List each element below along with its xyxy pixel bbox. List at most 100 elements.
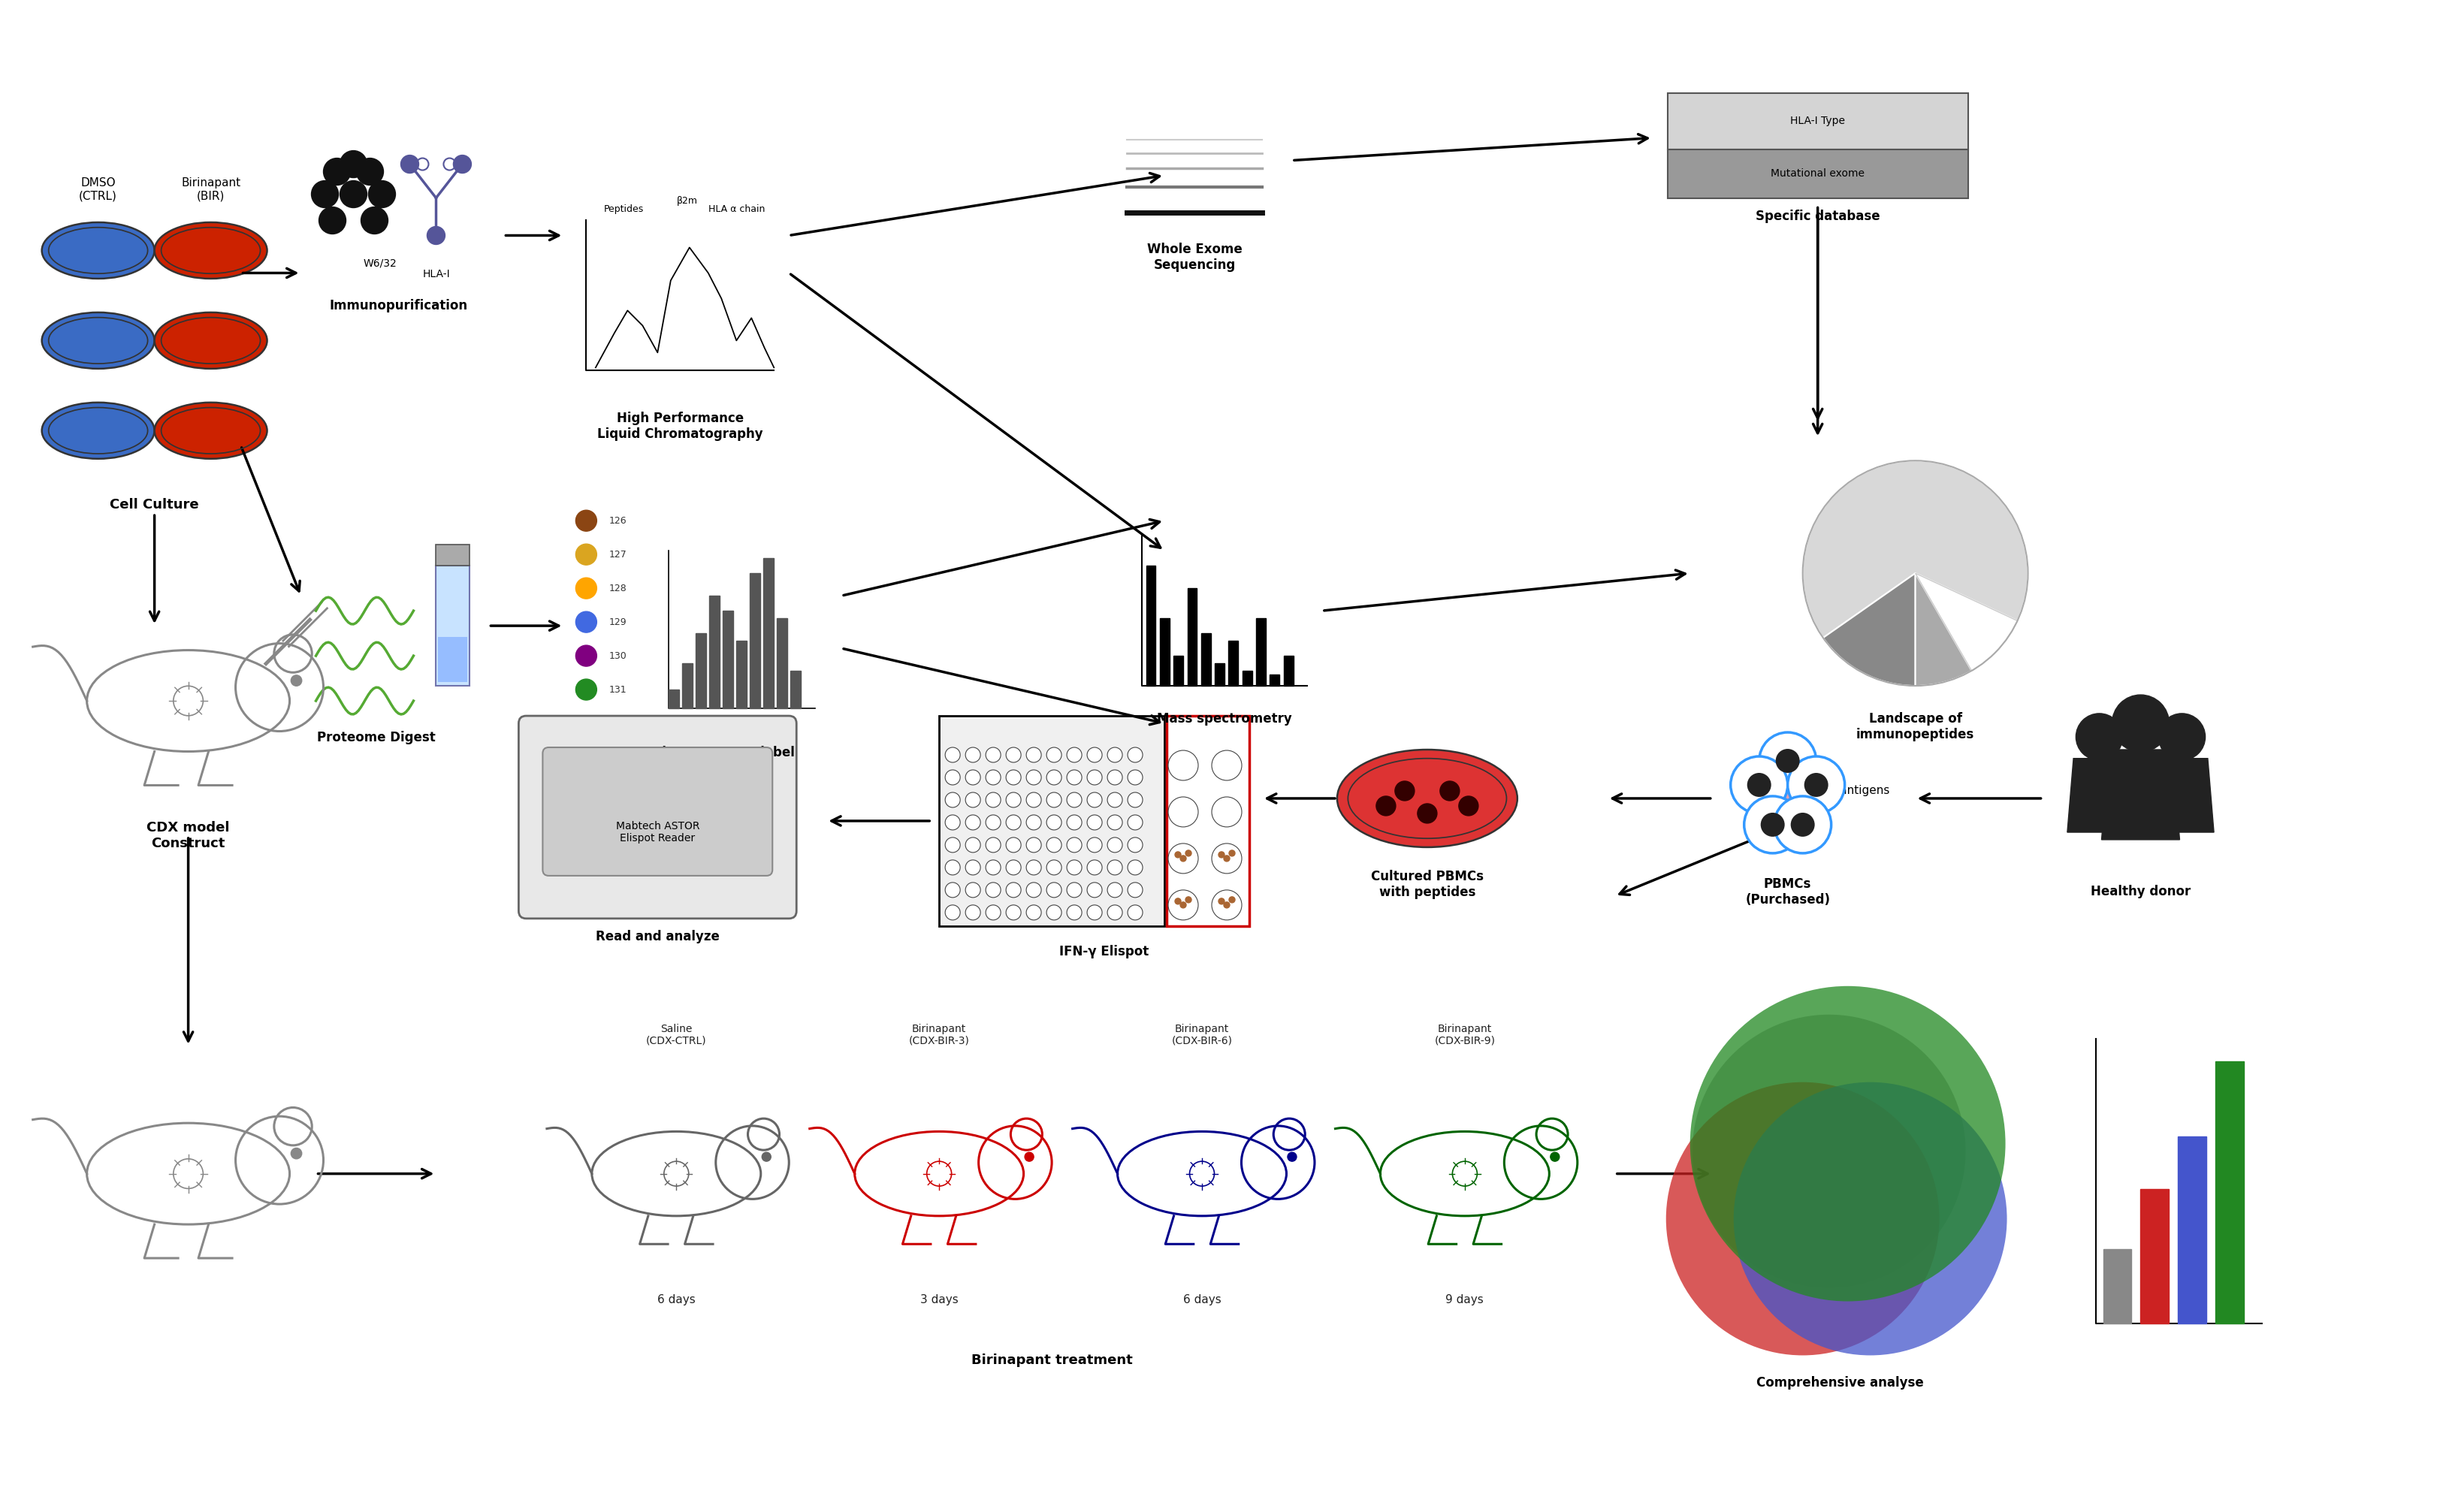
Circle shape: [1691, 1015, 1966, 1288]
Text: Healthy donor: Healthy donor: [2092, 885, 2190, 898]
Circle shape: [1068, 906, 1083, 919]
Circle shape: [1213, 750, 1242, 780]
Circle shape: [1007, 770, 1021, 785]
Circle shape: [427, 227, 444, 245]
Circle shape: [319, 207, 346, 234]
Circle shape: [987, 838, 1002, 853]
Bar: [749, 573, 761, 708]
Circle shape: [965, 838, 980, 853]
Circle shape: [1107, 838, 1122, 853]
Circle shape: [1176, 851, 1181, 857]
Circle shape: [292, 676, 302, 686]
Circle shape: [1748, 773, 1770, 797]
Circle shape: [1213, 797, 1242, 827]
Circle shape: [1026, 747, 1041, 762]
Circle shape: [1046, 747, 1061, 762]
Wedge shape: [1824, 573, 1915, 686]
Circle shape: [761, 1152, 771, 1161]
Circle shape: [577, 544, 597, 565]
Circle shape: [1088, 906, 1102, 919]
Text: CDX model
Construct: CDX model Construct: [147, 821, 231, 850]
Bar: [1269, 674, 1279, 686]
Circle shape: [1230, 897, 1235, 903]
Circle shape: [1046, 860, 1061, 875]
Bar: [1667, 150, 1969, 198]
Circle shape: [987, 860, 1002, 875]
Bar: [1173, 656, 1183, 686]
Text: HLA α chain: HLA α chain: [707, 204, 764, 215]
Circle shape: [1088, 747, 1102, 762]
Text: 129: 129: [609, 617, 626, 627]
Text: Specific database: Specific database: [1755, 209, 1881, 222]
Text: 128: 128: [609, 584, 626, 593]
Circle shape: [1181, 903, 1186, 909]
Circle shape: [577, 679, 597, 700]
Circle shape: [1127, 747, 1142, 762]
Text: Tandem mass tag label: Tandem mass tag label: [633, 745, 795, 759]
Bar: [2178, 1136, 2207, 1325]
Circle shape: [1760, 812, 1785, 836]
Circle shape: [1107, 883, 1122, 898]
Circle shape: [1068, 883, 1083, 898]
Circle shape: [1068, 838, 1083, 853]
Circle shape: [1760, 732, 1817, 789]
Circle shape: [1088, 860, 1102, 875]
Circle shape: [1107, 815, 1122, 830]
Circle shape: [987, 815, 1002, 830]
Circle shape: [1127, 906, 1142, 919]
Text: Mabtech ASTOR
Elispot Reader: Mabtech ASTOR Elispot Reader: [616, 821, 700, 844]
Text: Read and analyze: Read and analyze: [597, 930, 719, 943]
Circle shape: [945, 838, 960, 853]
Circle shape: [1026, 792, 1041, 807]
Bar: [1284, 656, 1294, 686]
Circle shape: [400, 156, 420, 174]
Circle shape: [1127, 770, 1142, 785]
Bar: [1257, 618, 1267, 686]
Circle shape: [1689, 986, 2006, 1302]
Circle shape: [1068, 815, 1083, 830]
Circle shape: [339, 180, 366, 207]
Circle shape: [1667, 1083, 1939, 1355]
Circle shape: [292, 1148, 302, 1158]
Circle shape: [577, 510, 597, 531]
Bar: [776, 618, 788, 708]
Bar: [2104, 1249, 2131, 1325]
Circle shape: [1046, 883, 1061, 898]
Circle shape: [1068, 792, 1083, 807]
Ellipse shape: [155, 402, 268, 458]
Circle shape: [1026, 860, 1041, 875]
Circle shape: [1046, 770, 1061, 785]
Text: 130: 130: [609, 650, 626, 661]
Circle shape: [965, 747, 980, 762]
Circle shape: [1068, 747, 1083, 762]
Circle shape: [987, 770, 1002, 785]
Wedge shape: [1915, 573, 2018, 671]
Circle shape: [945, 747, 960, 762]
Circle shape: [1417, 804, 1436, 823]
Bar: [695, 634, 707, 708]
Polygon shape: [2151, 759, 2214, 832]
Polygon shape: [2101, 750, 2180, 839]
FancyBboxPatch shape: [518, 715, 795, 918]
Text: HLA-I Type: HLA-I Type: [1790, 116, 1846, 125]
Circle shape: [1169, 797, 1198, 827]
Circle shape: [1743, 797, 1802, 853]
Circle shape: [945, 860, 960, 875]
Circle shape: [1046, 838, 1061, 853]
Text: HLA-I: HLA-I: [422, 269, 449, 280]
Bar: [437, 565, 469, 686]
Circle shape: [965, 906, 980, 919]
Circle shape: [1286, 1152, 1296, 1161]
Text: Comprehensive analyse: Comprehensive analyse: [1758, 1376, 1925, 1390]
Bar: [736, 641, 746, 708]
Circle shape: [1068, 770, 1083, 785]
Polygon shape: [1763, 792, 1797, 835]
Ellipse shape: [155, 313, 268, 369]
Bar: [1166, 715, 1250, 925]
Circle shape: [1441, 782, 1461, 801]
Text: Cultured PBMCs
with peptides: Cultured PBMCs with peptides: [1370, 869, 1483, 898]
Circle shape: [1790, 812, 1814, 836]
Circle shape: [1088, 792, 1102, 807]
Circle shape: [454, 156, 471, 174]
Circle shape: [1107, 770, 1122, 785]
